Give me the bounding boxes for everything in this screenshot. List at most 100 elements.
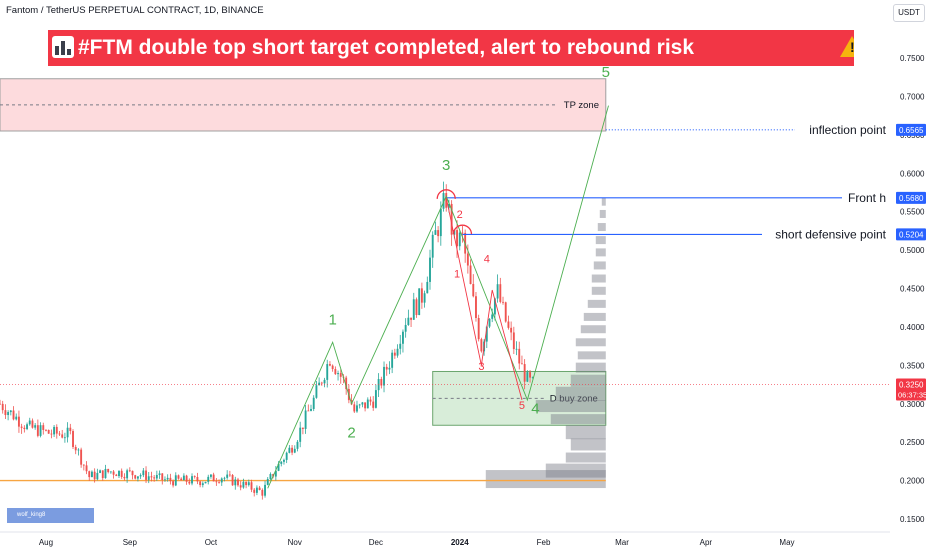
candle <box>17 416 20 427</box>
candle <box>410 317 413 320</box>
candle <box>383 366 385 386</box>
candle <box>402 331 404 344</box>
candle <box>399 343 402 349</box>
wave-label-green: 5 <box>602 64 610 81</box>
candle <box>301 427 304 429</box>
candle <box>388 367 391 370</box>
candle <box>180 478 183 481</box>
candle <box>326 364 329 380</box>
level-label: Front h <box>848 191 886 205</box>
current-price-value: 0.3250 <box>899 381 924 390</box>
candle <box>304 410 307 429</box>
candle <box>280 461 283 464</box>
candle <box>502 301 504 303</box>
candle <box>488 318 491 327</box>
candle <box>104 468 107 479</box>
candle <box>426 281 429 294</box>
candle <box>439 208 442 237</box>
candle <box>269 474 272 480</box>
candle <box>312 397 315 409</box>
candle <box>480 339 483 352</box>
volume-profile-bar <box>575 338 606 347</box>
candle <box>82 464 85 466</box>
y-tick-label: 0.5000 <box>900 246 925 255</box>
candle <box>456 230 458 247</box>
candle <box>155 474 158 479</box>
candle <box>521 363 523 365</box>
candle <box>345 377 348 389</box>
candle <box>445 193 448 208</box>
price-badge <box>896 191 926 204</box>
candle <box>161 473 164 481</box>
candle <box>420 288 423 303</box>
candle <box>507 321 510 328</box>
candle <box>28 420 31 425</box>
candle <box>77 449 80 451</box>
candle <box>226 474 229 478</box>
candle <box>458 232 461 247</box>
candle <box>7 412 10 416</box>
wave-label-red: 2 <box>457 209 463 221</box>
candle <box>323 379 326 384</box>
candle <box>374 390 377 408</box>
candle <box>496 284 499 299</box>
candle <box>223 477 226 479</box>
y-tick-label: 0.3000 <box>900 400 925 409</box>
x-tick-label: Aug <box>39 538 53 547</box>
candle <box>434 230 437 235</box>
volume-profile-bar <box>577 351 606 360</box>
candle <box>250 482 253 490</box>
candle <box>315 385 318 398</box>
volume-profile-bar <box>599 209 606 218</box>
y-tick-label: 0.1500 <box>900 515 925 524</box>
candle <box>0 403 1 405</box>
peak-arc <box>436 189 456 199</box>
candle <box>85 465 88 472</box>
currency-button[interactable]: USDT <box>893 4 925 22</box>
volume-profile-bar <box>580 325 606 334</box>
candle <box>529 372 532 378</box>
candle <box>493 298 496 315</box>
wave-label-red: 3 <box>478 361 484 373</box>
candle <box>53 426 56 435</box>
candle <box>74 446 77 451</box>
candle <box>231 474 234 486</box>
candle <box>423 293 426 303</box>
y-tick-label: 0.4500 <box>900 285 925 294</box>
volume-profile-bar <box>555 386 606 401</box>
x-tick-label: Sep <box>123 538 138 547</box>
x-tick-label: Dec <box>369 538 383 547</box>
wave-label-green: 1 <box>328 312 336 329</box>
headline-text: #FTM double top short target completed, … <box>78 36 695 59</box>
volume-profile-bar <box>591 274 606 283</box>
volume-profile-bar <box>587 299 606 308</box>
bar-countdown: 06:37:35 <box>898 391 927 400</box>
candle <box>356 405 358 412</box>
candle <box>158 473 161 475</box>
candle <box>99 470 102 473</box>
candle <box>109 471 112 473</box>
volume-profile-bar <box>597 223 606 232</box>
candle <box>201 483 204 486</box>
candle <box>361 402 364 405</box>
wave-label-red: 1 <box>454 269 460 281</box>
candle <box>134 475 137 479</box>
candle <box>234 479 237 486</box>
candle <box>372 401 375 408</box>
volume-profile-bar <box>535 400 606 413</box>
candle <box>499 284 502 302</box>
candle <box>150 476 153 478</box>
candle <box>404 324 407 332</box>
candle <box>69 427 72 432</box>
x-tick-label: Feb <box>537 538 551 547</box>
peak-arc <box>452 224 473 235</box>
candle <box>93 471 96 480</box>
volume-profile-bar <box>485 470 606 489</box>
y-tick-label: 0.2500 <box>900 438 925 447</box>
candle <box>418 288 421 316</box>
volume-profile-bar <box>595 236 606 245</box>
candle <box>1 403 4 411</box>
candle <box>285 452 288 460</box>
candle <box>334 369 337 375</box>
